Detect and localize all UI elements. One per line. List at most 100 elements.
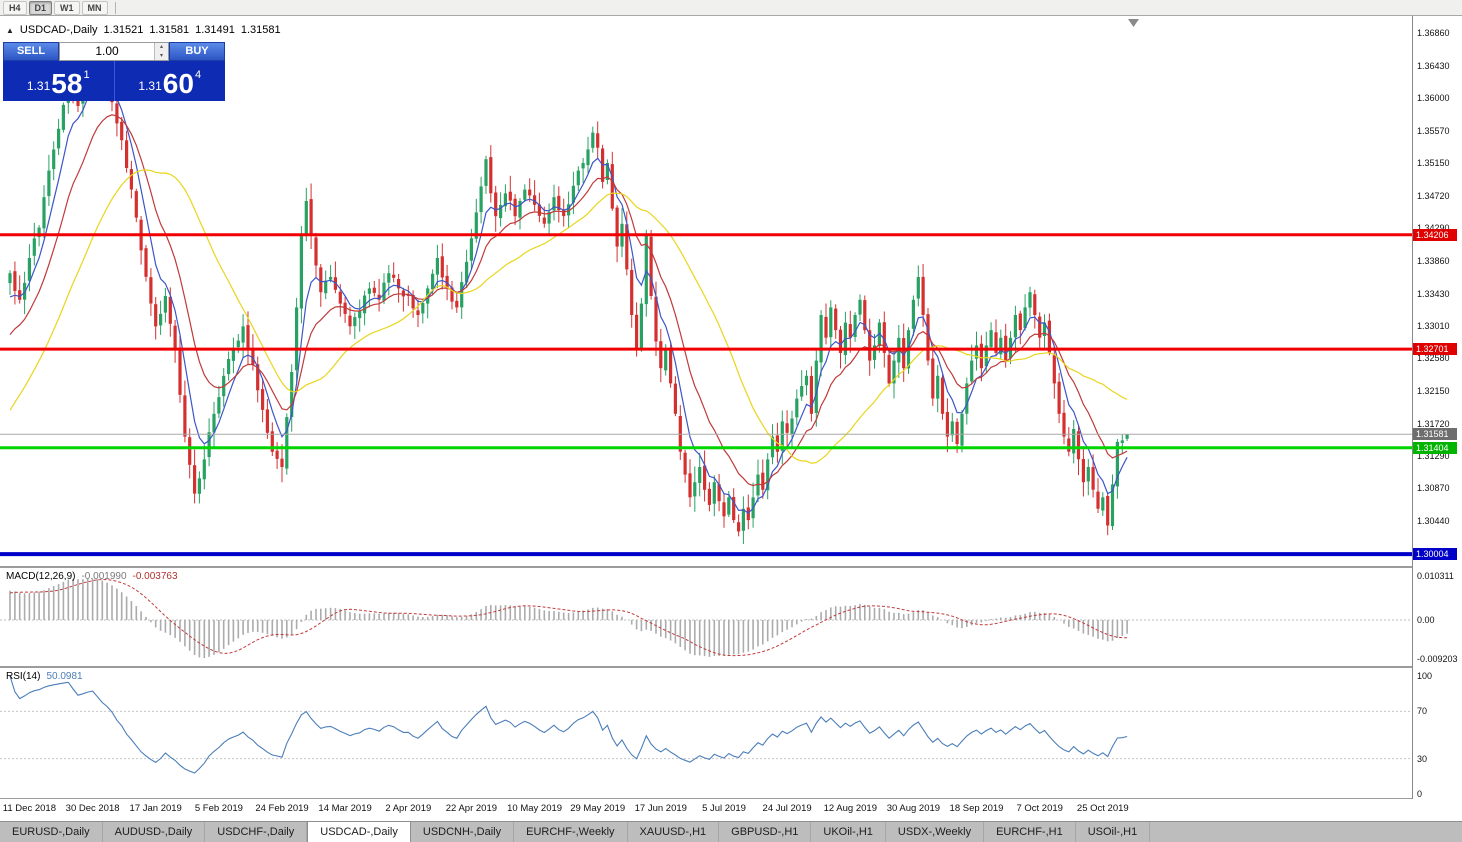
price-axis-tick: 1.30440	[1417, 515, 1450, 526]
chart-tab-eurchf-h1[interactable]: EURCHF-,H1	[984, 822, 1076, 842]
ohlc-close: 1.31581	[240, 24, 281, 36]
chart-tab-gbpusd-h1[interactable]: GBPUSD-,H1	[719, 822, 812, 842]
timeframe-button-w1[interactable]: W1	[54, 0, 80, 15]
chart-tab-eurchf-weekly[interactable]: EURCHF-,Weekly	[514, 822, 628, 842]
price-axis-tick: 1.32580	[1417, 353, 1450, 364]
timeframe-button-mn[interactable]: MN	[81, 0, 108, 15]
macd-signal-value: -0.003763	[132, 571, 178, 582]
ohlc-high: 1.31581	[149, 24, 190, 36]
price-axis-tick: 1.33010	[1417, 320, 1450, 331]
price-axis-marker: 1.31581	[1413, 428, 1457, 441]
volume-up-icon[interactable]: ▴	[155, 43, 168, 52]
chart-tabs-bar: EURUSD-,Daily AUDUSD-,Daily USDCHF-,Daily U…	[0, 821, 1462, 842]
chart-shift-marker-icon[interactable]	[1128, 19, 1139, 27]
buy-button[interactable]: BUY	[169, 42, 225, 61]
chart-macd-divider[interactable]	[0, 566, 1462, 568]
rsi-line	[9, 675, 1128, 774]
chart-symbol-title: USDCAD-,Daily	[19, 24, 98, 36]
sell-price-point: 1	[83, 69, 90, 81]
price-axis-tick: 1.34290	[1417, 223, 1450, 233]
price-axis-marker: 1.34206	[1413, 228, 1457, 241]
price-axis-tick: 1.34720	[1417, 190, 1450, 201]
rsi-dateaxis-divider	[0, 798, 1462, 799]
chart-tab-usdcnh-daily[interactable]: USDCNH-,Daily	[411, 822, 515, 842]
price-axis-tick: 1.36000	[1417, 93, 1450, 104]
rsi-name: RSI(14)	[6, 671, 41, 682]
volume-down-icon[interactable]: ▾	[155, 51, 168, 60]
volume-field[interactable]: 1.00 ▴ ▾	[59, 42, 169, 61]
buy-price-display[interactable]: 1.31 60 4	[115, 61, 226, 101]
chart-tab-usdcad-daily[interactable]: USDCAD-,Daily	[307, 822, 411, 842]
chart-tab-usdx-weekly[interactable]: USDX-,Weekly	[886, 822, 985, 842]
chart-tab-xauusd-h1[interactable]: XAUUSD-,H1	[628, 822, 720, 842]
toolbar-divider	[114, 1, 116, 14]
chart-tab-eurusd-daily[interactable]: EURUSD-,Daily	[0, 822, 103, 842]
price-axis-tick: 70	[1417, 706, 1428, 717]
price-axis-tick: 0	[1417, 789, 1423, 799]
date-axis-label: 18 Sep 2019	[949, 803, 1004, 814]
date-axis-label: 14 Mar 2019	[318, 803, 372, 814]
collapse-panel-icon[interactable]: ▲	[6, 25, 14, 35]
ma-30-line	[9, 169, 1128, 464]
price-axis-tick: 1.31720	[1417, 418, 1450, 429]
date-axis[interactable]: 11 Dec 2018 30 Dec 2018 17 Jan 2019 5 Feb 2…	[0, 799, 1412, 821]
macd-rsi-divider[interactable]	[0, 666, 1462, 668]
price-axis-tick: 100	[1417, 671, 1433, 681]
date-axis-label: 29 May 2019	[570, 803, 626, 814]
chart-tab-audusd-daily[interactable]: AUDUSD-,Daily	[103, 822, 206, 842]
price-axis-tick: 1.33430	[1417, 288, 1450, 299]
date-axis-label: 5 Feb 2019	[194, 803, 243, 814]
date-axis-label: 30 Dec 2018	[65, 803, 120, 814]
buy-price-pips: 60	[162, 68, 194, 99]
rsi-label: RSI(14) 50.0981	[6, 671, 83, 682]
macd-signal-line	[9, 578, 1128, 657]
price-axis-tick: 0.010311	[1417, 571, 1454, 581]
date-axis-label: 24 Feb 2019	[255, 803, 309, 814]
price-axis-tick: 1.36860	[1417, 28, 1450, 38]
rsi-indicator-panel[interactable]	[0, 668, 1412, 798]
ma-6-line	[9, 79, 1128, 514]
price-axis-marker: 1.30004	[1413, 548, 1457, 561]
price-axis-tick: 1.36430	[1417, 60, 1450, 71]
price-axis-marker: 1.31404	[1413, 441, 1457, 454]
buy-price-base: 1.31	[138, 79, 162, 93]
date-axis-label: 17 Jan 2019	[129, 803, 182, 814]
one-click-trading-panel: SELL 1.00 ▴ ▾ BUY 1.31 58 1 1.31 60 4	[3, 42, 225, 101]
timeframe-button-d1[interactable]: D1	[28, 0, 53, 15]
date-axis-label: 24 Jul 2019	[762, 803, 812, 814]
chart-tab-ukoil-h1[interactable]: UKOil-,H1	[811, 822, 886, 842]
price-axis-tick: 1.35150	[1417, 157, 1450, 168]
timeframe-button-h4[interactable]: H4	[3, 0, 27, 15]
date-axis-label: 7 Oct 2019	[1016, 803, 1063, 814]
price-axis-tick: 1.35570	[1417, 126, 1450, 137]
main-price-chart[interactable]	[0, 16, 1412, 566]
candles-layer	[8, 45, 1129, 544]
macd-main-value: -0.001990	[81, 571, 127, 582]
chart-info-line: ▲ USDCAD-,Daily 1.31521 1.31581 1.31491 …	[6, 24, 281, 36]
price-axis-tick: 1.30870	[1417, 483, 1450, 494]
price-axis[interactable]: 1.36860 1.36430 1.36000 1.35570 1.35150 1.347…	[1412, 16, 1462, 799]
date-axis-label: 11 Dec 2018	[2, 803, 56, 814]
sell-price-display[interactable]: 1.31 58 1	[3, 61, 115, 101]
ma-14-line	[9, 114, 1128, 487]
date-axis-label: 12 Aug 2019	[823, 803, 877, 814]
macd-indicator-panel[interactable]	[0, 568, 1412, 666]
macd-histogram	[9, 578, 1128, 658]
date-axis-label: 30 Aug 2019	[886, 803, 941, 814]
volume-value[interactable]: 1.00	[95, 44, 119, 58]
timeframe-toolbar: H4 D1 W1 MN	[0, 0, 1462, 16]
price-axis-tick: 1.31290	[1417, 451, 1450, 462]
price-axis-tick: 1.33860	[1417, 256, 1450, 266]
date-axis-label: 17 Jun 2019	[634, 803, 687, 814]
sell-button[interactable]: SELL	[3, 42, 59, 61]
macd-name: MACD(12,26,9)	[6, 571, 76, 582]
chart-tab-usoil-h1[interactable]: USOil-,H1	[1076, 822, 1151, 842]
chart-tab-usdchf-daily[interactable]: USDCHF-,Daily	[205, 822, 308, 842]
date-axis-label: 22 Apr 2019	[445, 803, 498, 814]
volume-spinner: ▴ ▾	[154, 43, 168, 60]
sell-price-base: 1.31	[26, 79, 51, 93]
rsi-value: 50.0981	[46, 671, 83, 682]
price-axis-tick: -0.009203	[1417, 654, 1458, 664]
date-axis-label: 5 Jul 2019	[702, 803, 746, 814]
price-axis-tick: 1.32150	[1417, 385, 1450, 396]
